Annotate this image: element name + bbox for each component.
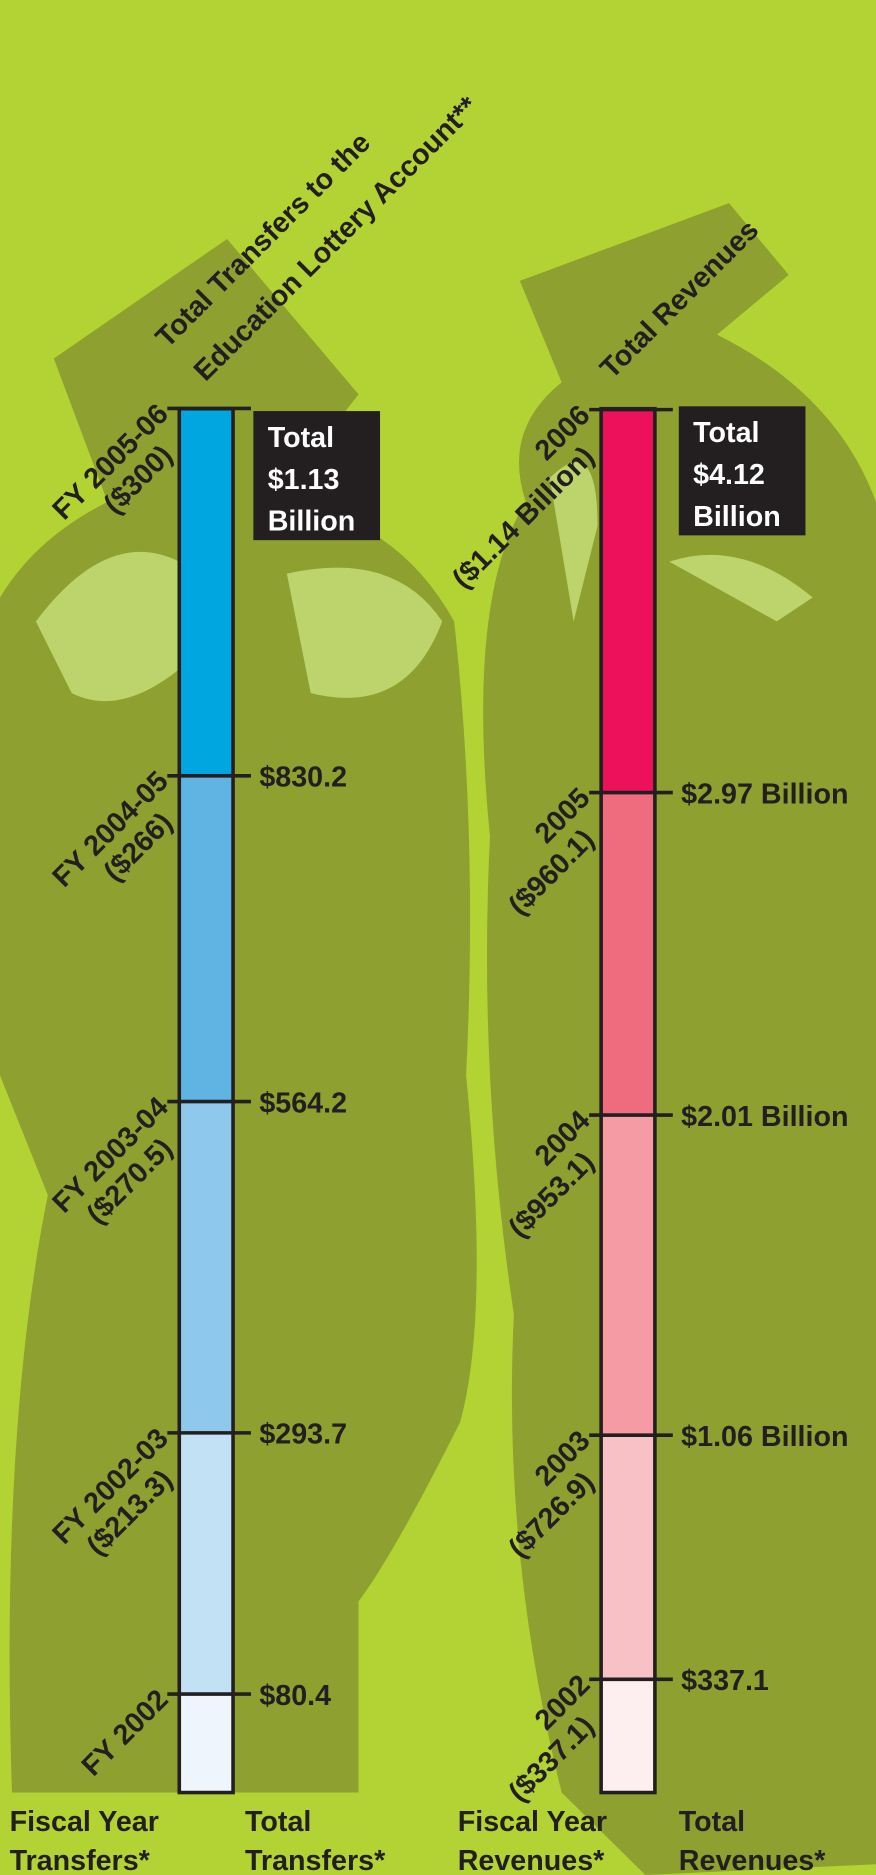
bar-segment <box>601 410 655 793</box>
boundary-label: $2.97 Billion <box>681 778 848 810</box>
total-box-text: $1.13 <box>268 464 340 496</box>
total-box-text: Total <box>693 417 759 449</box>
page: Total Transfers to theEducation Lottery … <box>0 0 876 1875</box>
boundary-label: $564.2 <box>259 1087 347 1119</box>
boundary-label: $80.4 <box>259 1680 331 1712</box>
boundary-label: $337.1 <box>681 1665 769 1697</box>
bar-segment <box>601 1435 655 1679</box>
footer-label: Transfers* <box>245 1845 386 1875</box>
boundary-label: $830.2 <box>259 762 347 794</box>
total-box-text: Billion <box>268 506 356 538</box>
bar-segment <box>179 1102 233 1433</box>
boundary-label: $2.01 Billion <box>681 1101 848 1133</box>
bar-segment <box>601 793 655 1115</box>
boundary-label: $1.06 Billion <box>681 1421 848 1453</box>
boundary-label: $293.7 <box>259 1419 347 1451</box>
total-box-text: $4.12 <box>693 459 765 491</box>
total-box-text: Total <box>268 422 334 454</box>
footer-label: Total <box>245 1806 311 1838</box>
bar-segment <box>601 1115 655 1435</box>
bar-segment <box>179 1694 233 1792</box>
footer-label: Revenues* <box>679 1845 826 1875</box>
bar-segment <box>179 776 233 1102</box>
total-box-text: Billion <box>693 501 781 533</box>
bar-segment <box>179 1433 233 1694</box>
footer-label: Fiscal Year <box>10 1806 159 1838</box>
bar-segment <box>601 1679 655 1792</box>
footer-label: Total <box>679 1806 745 1838</box>
footer-label: Revenues* <box>458 1845 605 1875</box>
footer-label: Fiscal Year <box>458 1806 607 1838</box>
footer-label: Transfers* <box>10 1845 151 1875</box>
bar-segment <box>179 408 233 775</box>
infographic: Total Transfers to theEducation Lottery … <box>0 0 876 1875</box>
